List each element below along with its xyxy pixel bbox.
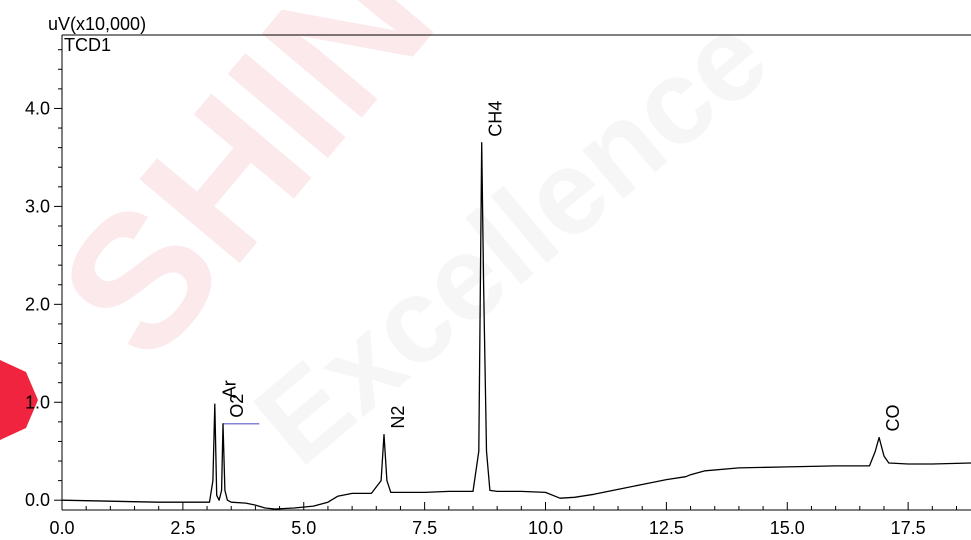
y-tick-label: 3.0 xyxy=(25,196,50,216)
y-tick-label: 1.0 xyxy=(25,392,50,412)
series-group xyxy=(61,142,971,510)
y-axis-ticks: 0.0 1.0 2.0 3.0 4.0 xyxy=(25,49,62,510)
x-axis-ticks: 0.0 2.5 5.0 7.5 10.0 12.5 15.0 17.5 xyxy=(49,502,957,538)
peak-label-n2: N2 xyxy=(388,406,408,429)
x-tick-label: 5.0 xyxy=(291,518,316,538)
detector-label: TCD1 xyxy=(64,35,111,55)
peak-label-co: CO xyxy=(883,405,903,432)
y-unit-label: uV(x10,000) xyxy=(48,14,146,34)
y-tick-label: 4.0 xyxy=(25,98,50,118)
plot-frame xyxy=(61,34,971,511)
y-tick-label: 0.0 xyxy=(25,490,50,510)
x-tick-label: 0.0 xyxy=(49,518,74,538)
x-tick-label: 2.5 xyxy=(170,518,195,538)
x-tick-label: 12.5 xyxy=(649,518,684,538)
chromatogram-trace xyxy=(61,142,971,510)
x-tick-label: 7.5 xyxy=(412,518,437,538)
peak-label-ar: Ar xyxy=(219,380,239,398)
x-tick-label: 17.5 xyxy=(891,518,926,538)
x-tick-label: 15.0 xyxy=(770,518,805,538)
watermark-logo-mark xyxy=(0,360,38,440)
peak-label-ch4: CH4 xyxy=(486,101,506,137)
y-tick-label: 2.0 xyxy=(25,294,50,314)
peak-label-o2: O2 xyxy=(227,394,247,418)
x-tick-label: 10.0 xyxy=(528,518,563,538)
